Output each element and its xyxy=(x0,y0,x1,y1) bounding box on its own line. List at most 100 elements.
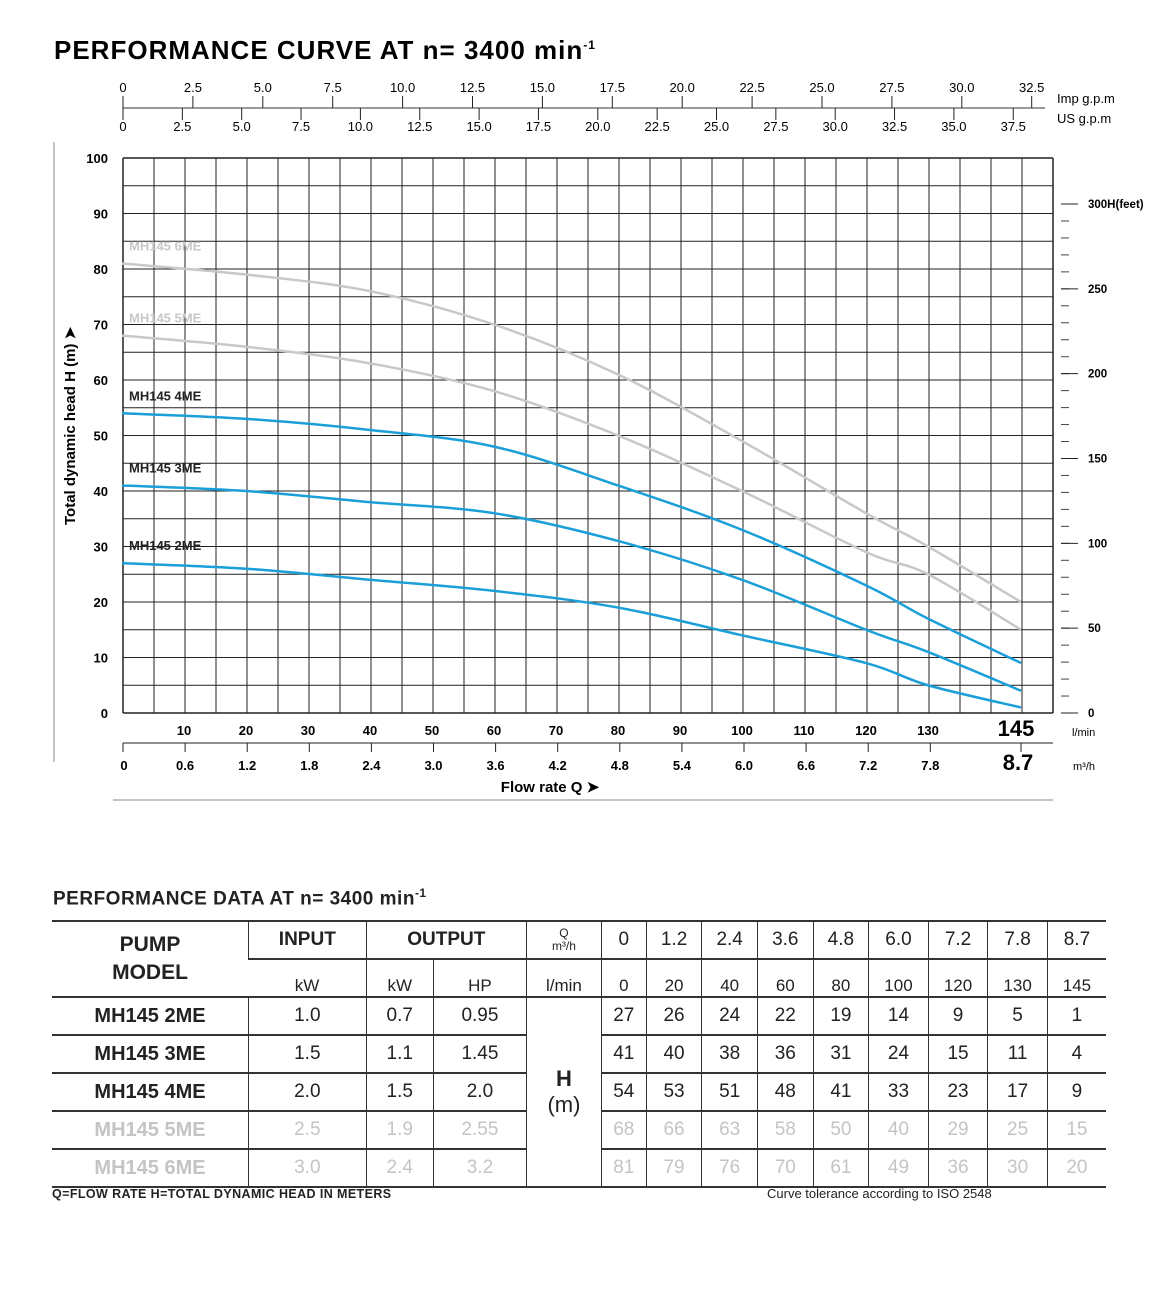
us-tick-label: 35.0 xyxy=(941,119,966,134)
us-tick-label: 27.5 xyxy=(763,119,788,134)
head-value-cell: 9 xyxy=(927,997,988,1035)
y-tick-label: 50 xyxy=(94,429,108,444)
input-kw-cell: 3.0 xyxy=(248,1149,367,1187)
head-value-cell: 30 xyxy=(987,1149,1048,1187)
x2-tick-label: 6.6 xyxy=(797,758,815,773)
head-value-cell: 26 xyxy=(645,997,702,1035)
x2-tick-label: 3.0 xyxy=(424,758,442,773)
table-title: PERFORMANCE DATA AT n= 3400 min-1 xyxy=(53,886,427,910)
performance-chart: PERFORMANCE CURVE AT n= 3400 min-1 0 10 20… xyxy=(53,35,1144,801)
head-value-cell: 40 xyxy=(645,1035,702,1073)
head-value-cell: 49 xyxy=(868,1149,929,1187)
x-tick-label: 90 xyxy=(673,723,687,738)
input-header: INPUT xyxy=(248,921,367,959)
head-value-cell: 70 xyxy=(756,1149,814,1187)
q-lmin-header: 145 xyxy=(1046,959,1106,997)
pump-model-cell: MH145 5ME xyxy=(94,1118,206,1141)
us-tick-label: 7.5 xyxy=(292,119,310,134)
output-kw-cell: 2.4 xyxy=(365,1149,434,1187)
head-value-cell: 22 xyxy=(756,997,814,1035)
tolerance-note: Curve tolerance according to ISO 2548 xyxy=(767,1186,992,1201)
legend-note: Q=FLOW RATE H=TOTAL DYNAMIC HEAD IN METE… xyxy=(52,1187,392,1201)
y-tick-label: 30 xyxy=(94,540,108,555)
imp-tick-label: 32.5 xyxy=(1019,80,1044,95)
head-value-cell: 54 xyxy=(600,1073,647,1111)
feet-tick-label: 50 xyxy=(1088,623,1101,635)
x2-tick-label: 4.8 xyxy=(611,758,629,773)
head-value-cell: 9 xyxy=(1046,1073,1106,1111)
imp-tick-label: 17.5 xyxy=(600,80,625,95)
x2-tick-label: 3.6 xyxy=(487,758,505,773)
q-lmin-header: 20 xyxy=(645,959,702,997)
curve-label: MH145 2ME xyxy=(129,538,202,553)
us-tick-label: 10.0 xyxy=(348,119,373,134)
x2-unit-label: m³/h xyxy=(1073,761,1095,773)
head-value-cell: 19 xyxy=(812,997,869,1035)
x2-tick-label: 1.8 xyxy=(300,758,318,773)
x2-tick-label: 5.4 xyxy=(673,758,692,773)
x-tick-label: 110 xyxy=(794,723,815,738)
head-value-cell: 61 xyxy=(812,1149,869,1187)
feet-tick-label: 100 xyxy=(1088,538,1107,550)
curve-label: MH145 4ME xyxy=(129,388,202,403)
head-value-cell: 63 xyxy=(701,1111,758,1149)
head-value-cell: 36 xyxy=(927,1149,988,1187)
head-value-cell: 17 xyxy=(987,1073,1048,1111)
q-lmin-header: 0 xyxy=(600,959,647,997)
y-tick-label: 0 xyxy=(101,706,108,721)
q-m3h-header: 0 xyxy=(600,921,647,959)
x-unit-label: l/min xyxy=(1072,727,1095,739)
q-lmin-header: 120 xyxy=(927,959,988,997)
head-value-cell: 48 xyxy=(756,1073,814,1111)
imp-tick-label: 2.5 xyxy=(184,80,202,95)
q-m3h-header: 4.8 xyxy=(812,921,869,959)
pump-model-cell: MH145 2ME xyxy=(94,1004,206,1027)
x2-tick-label: 2.4 xyxy=(362,758,381,773)
head-value-cell: 41 xyxy=(600,1035,647,1073)
us-tick-label: 5.0 xyxy=(233,119,251,134)
head-value-cell: 51 xyxy=(701,1073,758,1111)
x-tick-label: 40 xyxy=(363,723,377,738)
output-hp-cell: 2.55 xyxy=(432,1111,527,1149)
head-value-cell: 40 xyxy=(868,1111,929,1149)
head-value-cell: 41 xyxy=(812,1073,869,1111)
head-value-cell: 20 xyxy=(1046,1149,1106,1187)
imp-tick-label: 12.5 xyxy=(460,80,485,95)
head-value-cell: 1 xyxy=(1046,997,1106,1035)
q-lmin-header: 130 xyxy=(987,959,1048,997)
y-tick-label: 20 xyxy=(94,595,108,610)
x-tick-label: 20 xyxy=(239,723,253,738)
q-m3h-header: 6.0 xyxy=(868,921,929,959)
head-value-cell: 29 xyxy=(927,1111,988,1149)
output-header: OUTPUT xyxy=(365,921,527,959)
x2-tick-label: 7.2 xyxy=(859,758,877,773)
us-tick-label: 2.5 xyxy=(173,119,191,134)
x2-end-label: 8.7 xyxy=(1003,750,1034,775)
imp-tick-label: 30.0 xyxy=(949,80,974,95)
head-value-cell: 81 xyxy=(600,1149,647,1187)
x2-tick-label: 6.0 xyxy=(735,758,753,773)
imp-tick-label: 0 xyxy=(119,80,126,95)
x-tick-label: 10 xyxy=(177,723,191,738)
curve-label: MH145 6ME xyxy=(129,238,202,253)
head-value-cell: 24 xyxy=(701,997,758,1035)
imp-tick-label: 15.0 xyxy=(530,80,555,95)
output-hp-cell: 2.0 xyxy=(432,1073,527,1111)
head-value-cell: 53 xyxy=(645,1073,702,1111)
head-value-cell: 24 xyxy=(868,1035,929,1073)
head-value-cell: 27 xyxy=(600,997,647,1035)
imp-tick-label: 5.0 xyxy=(254,80,272,95)
output-hp-unit: HP xyxy=(432,959,527,997)
pump-model-cell: MH145 4ME xyxy=(94,1080,206,1103)
output-kw-cell: 1.5 xyxy=(365,1073,434,1111)
head-value-cell: 23 xyxy=(927,1073,988,1111)
feet-tick-label: 150 xyxy=(1088,454,1107,466)
feet-tick-label: 250 xyxy=(1088,284,1107,296)
q-m3h-header: 2.4 xyxy=(701,921,758,959)
us-tick-label: 0 xyxy=(119,119,126,134)
y-tick-label: 70 xyxy=(94,318,108,333)
curve-label: MH145 5ME xyxy=(129,311,202,326)
head-value-cell: 31 xyxy=(812,1035,869,1073)
us-tick-label: 37.5 xyxy=(1001,119,1026,134)
